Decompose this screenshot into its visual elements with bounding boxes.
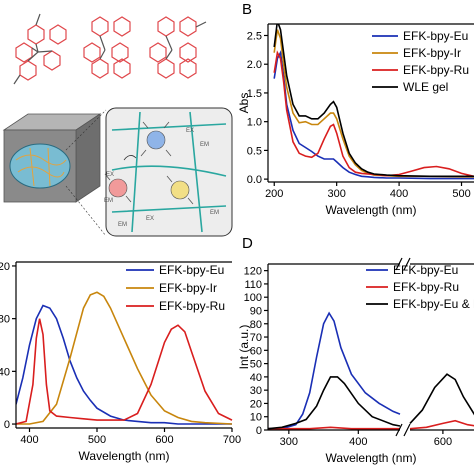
em-label: EM [104, 198, 113, 204]
y-tick-label: 30 [250, 385, 262, 397]
y-tick-label: 80 [250, 319, 262, 331]
energy-labels: EX EM EX EM EM EX EM [104, 128, 219, 228]
legend-label: EFK-bpy-Ru [393, 280, 459, 294]
molecule-eu-structure [13, 13, 67, 85]
y-tick-label: 50 [250, 359, 262, 371]
axis-break-mark [403, 257, 411, 271]
panel-b-letter: B [242, 1, 252, 18]
legend-label: EFK-bpy-Eu [403, 29, 468, 43]
x-tick-label: 400 [20, 434, 38, 446]
y-tick-label: 40 [250, 372, 262, 384]
x-tick-label: 400 [349, 436, 367, 448]
y-tick-label: 90 [250, 305, 262, 317]
y-tick-label: 20 [250, 398, 262, 410]
x-tick-label: 300 [327, 188, 345, 200]
series-line-ru-right [409, 419, 474, 430]
y-tick-label: 2.0 [247, 59, 262, 71]
y-tick-label: 10 [250, 412, 262, 424]
em-label: EM [210, 210, 219, 216]
y-tick-label: 0.0 [247, 174, 262, 186]
series-line-wle [273, 24, 474, 178]
series-line-ru-left [268, 426, 400, 430]
x-axis-label: Wavelength (nm) [79, 449, 170, 463]
x-tick-label: 600 [155, 434, 173, 446]
series-line-wle-right [409, 373, 474, 424]
series-line-ru [273, 50, 474, 178]
em-label: EM [200, 142, 209, 148]
y-tick-label: 0.5 [247, 145, 262, 157]
legend-label: EFK-bpy-Ir [403, 46, 461, 60]
axis-break-mark [403, 423, 411, 437]
y-tick-label: 110 [244, 279, 262, 291]
legend-label: EFK-bpy-Ru [159, 299, 225, 313]
legend-label: WLE gel [403, 80, 448, 94]
x-tick-label: 400 [390, 188, 408, 200]
ex-label: EX [146, 216, 154, 222]
series-line-ru [16, 318, 233, 425]
gel-cube [2, 109, 107, 237]
y-tick-label: 1.0 [247, 117, 262, 129]
molecule-ru-structure [149, 16, 207, 79]
x-tick-label: 300 [280, 436, 298, 448]
y-tick-label: 40 [0, 366, 10, 378]
legend-label: EFK-bpy-Eu [159, 263, 224, 277]
legend-label: EFK-bpy-Eu [393, 263, 458, 277]
series-line-eu [16, 304, 232, 425]
absorption-chart: 200 300 400 500 0.0 0.5 1.0 1.5 2.0 2.5 Wavelength… [237, 23, 474, 217]
legend-label: EFK-bpy-Eu & R [393, 297, 474, 311]
y-tick-label: 1.5 [247, 88, 262, 100]
emission-chart: 400 500 600 700 0 40 80 120 Wavelength (nm) EFK-b… [0, 261, 241, 463]
y-tick-label: 120 [0, 261, 10, 273]
panel-d-letter: D [242, 235, 253, 252]
em-label: EM [118, 222, 127, 228]
network-zoom [104, 107, 233, 237]
y-tick-label: 0 [256, 425, 262, 437]
series-line-eu-left [268, 311, 401, 430]
axis-break-mark [395, 257, 403, 271]
x-tick-label: 700 [223, 434, 241, 446]
y-tick-label: 80 [0, 314, 10, 326]
ex-label: EX [106, 172, 114, 178]
y-tick-label: 2.5 [247, 30, 262, 42]
y-tick-label: 100 [244, 292, 262, 304]
y-tick-label: 120 [244, 266, 262, 278]
x-axis-label: Wavelength (nm) [326, 451, 417, 465]
y-axis-label: Int (a.u.) [237, 325, 251, 370]
x-tick-label: 500 [452, 188, 470, 200]
y-axis-label: Abs [237, 93, 251, 114]
y-tick-label: 0 [4, 419, 10, 431]
x-axis-label: Wavelength (nm) [326, 203, 417, 217]
molecule-ir-structure [83, 16, 131, 79]
series-line-wle-left [268, 376, 401, 430]
series-line-ir [16, 291, 233, 425]
legend-label: EFK-bpy-Ru [403, 63, 469, 77]
ex-label: EX [186, 128, 194, 134]
y-tick-label: 70 [250, 332, 262, 344]
x-tick-label: 500 [88, 434, 106, 446]
y-tick-label: 60 [250, 345, 262, 357]
legend-label: EFK-bpy-Ir [159, 281, 217, 295]
x-tick-label: 600 [434, 436, 452, 448]
panel-a: EX EM EX EM EM EX EM [2, 13, 233, 237]
axis-break-mark [395, 423, 403, 437]
x-tick-label: 200 [265, 188, 283, 200]
